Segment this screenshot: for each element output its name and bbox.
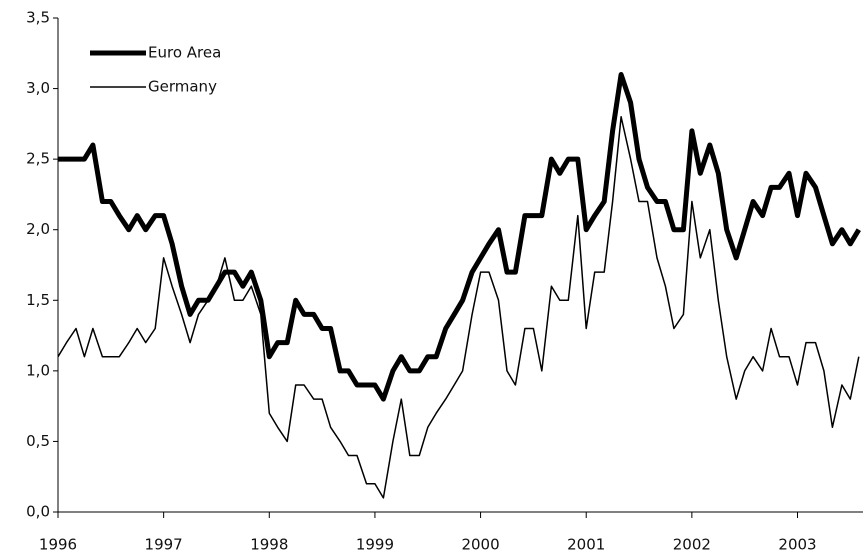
y-tick-label: 0,5 bbox=[26, 432, 50, 450]
y-tick-label: 2,0 bbox=[26, 220, 50, 238]
y-tick-label: 0,0 bbox=[26, 503, 50, 521]
x-tick-label: 1998 bbox=[250, 536, 288, 554]
x-tick-label: 1996 bbox=[39, 536, 77, 554]
x-tick-label: 2000 bbox=[461, 536, 499, 554]
series-line bbox=[58, 72, 861, 402]
x-tick-label: 1999 bbox=[356, 536, 394, 554]
x-tick-label: 1997 bbox=[145, 536, 183, 554]
legend-label: Germany bbox=[148, 78, 217, 96]
y-tick-label: 1,0 bbox=[26, 361, 50, 379]
x-tick-label: 2002 bbox=[673, 536, 711, 554]
plot-area bbox=[58, 72, 861, 499]
y-tick-label: 2,5 bbox=[26, 150, 50, 168]
y-tick-label: 1,5 bbox=[26, 291, 50, 309]
x-tick-label: 2003 bbox=[778, 536, 816, 554]
x-tick-label: 2001 bbox=[567, 536, 605, 554]
y-tick-label: 3,0 bbox=[26, 79, 50, 97]
y-tick-label: 3,5 bbox=[26, 9, 50, 27]
legend-label: Euro Area bbox=[148, 44, 221, 62]
series-line bbox=[58, 116, 860, 499]
